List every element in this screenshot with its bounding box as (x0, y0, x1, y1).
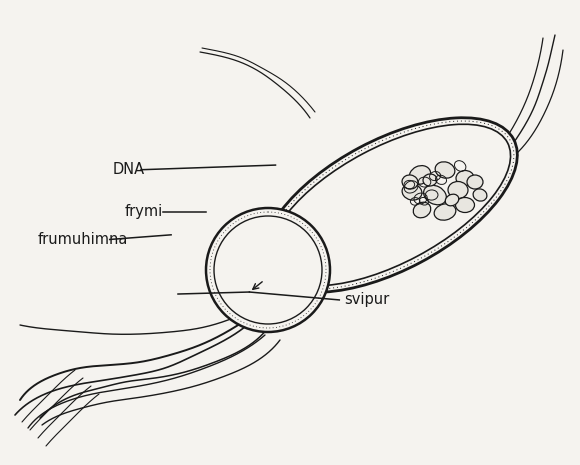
Ellipse shape (435, 162, 455, 178)
Ellipse shape (402, 184, 422, 200)
Text: frumuhimna: frumuhimna (38, 232, 128, 247)
Ellipse shape (270, 124, 510, 286)
Ellipse shape (455, 198, 474, 213)
Ellipse shape (434, 204, 456, 220)
Ellipse shape (206, 208, 330, 332)
Ellipse shape (423, 185, 447, 205)
Ellipse shape (473, 189, 487, 201)
Ellipse shape (448, 181, 468, 199)
Text: svipur: svipur (345, 292, 390, 307)
Text: frymi: frymi (125, 204, 163, 219)
Ellipse shape (402, 175, 418, 189)
Ellipse shape (263, 118, 517, 292)
Ellipse shape (456, 171, 474, 186)
Ellipse shape (414, 202, 431, 218)
Ellipse shape (409, 166, 431, 185)
Ellipse shape (467, 175, 483, 189)
Ellipse shape (423, 174, 437, 186)
Text: DNA: DNA (113, 162, 145, 177)
Ellipse shape (445, 194, 459, 206)
